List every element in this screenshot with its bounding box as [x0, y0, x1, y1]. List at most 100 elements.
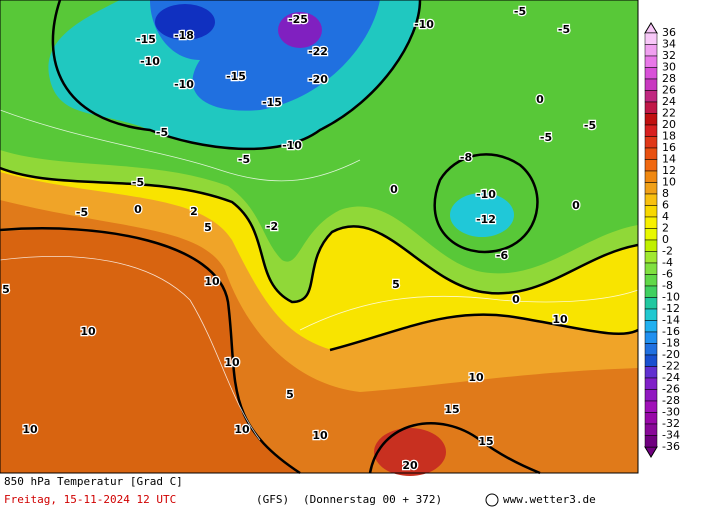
map-title: 850 hPa Temperatur [Grad C] [4, 475, 183, 488]
scale-label: 34 [662, 38, 676, 51]
contour-label: 10 [234, 423, 250, 436]
contour-label: -18 [174, 29, 194, 42]
scale-label: 16 [662, 141, 676, 154]
scale-swatch [644, 170, 658, 183]
scale-label: -10 [662, 291, 680, 304]
scale-label: 10 [662, 176, 676, 189]
contour-label: -10 [174, 78, 194, 91]
contour-label: -15 [136, 33, 156, 46]
scale-swatch [644, 239, 658, 252]
scale-label: 28 [662, 72, 676, 85]
credit: www.wetter3.de [503, 493, 596, 506]
scale-label: -30 [662, 406, 680, 419]
run: (Donnerstag 00 + 372) [303, 493, 442, 506]
contour-label: 0 [512, 293, 520, 306]
scale-label: -20 [662, 348, 680, 361]
contour-label: -5 [558, 23, 570, 36]
scale-label: -32 [662, 417, 680, 430]
scale-swatch [644, 251, 658, 264]
contour-label: -5 [584, 119, 596, 132]
scale-label: 0 [662, 233, 669, 246]
scale-swatch [644, 285, 658, 298]
scale-label: 32 [662, 49, 676, 62]
scale-swatch [644, 320, 658, 333]
contour-label: 0 [536, 93, 544, 106]
contour-label: 10 [204, 275, 220, 288]
contour-label: -20 [308, 73, 328, 86]
contour-label: -10 [282, 139, 302, 152]
scale-swatch [644, 435, 658, 448]
scale-swatch [644, 205, 658, 218]
scale-label: 20 [662, 118, 676, 131]
scale-label: 36 [662, 26, 676, 39]
scale-swatch [644, 331, 658, 344]
scale-swatch [644, 228, 658, 241]
scale-label: 8 [662, 187, 669, 200]
contour-labels: -15 -18-25-22-20-15-10-10-15-10-5-5-50-55… [1, 4, 597, 474]
contour-label: -5 [132, 176, 144, 189]
scale-label: -34 [662, 429, 680, 442]
contour-label: -8 [460, 151, 472, 164]
scale-label: 12 [662, 164, 676, 177]
scale-swatch [644, 343, 658, 356]
contour-label: 15 [478, 435, 493, 448]
scale-swatch [644, 90, 658, 103]
scale-swatch [644, 193, 658, 206]
scale-swatch [644, 412, 658, 425]
scale-swatch [644, 44, 658, 57]
contour-label: -22 [308, 45, 328, 58]
scale-swatch [644, 159, 658, 172]
scale-swatch [644, 101, 658, 114]
scale-label: 24 [662, 95, 676, 108]
model: (GFS) [256, 493, 289, 506]
contour-label: 10 [22, 423, 38, 436]
scale-swatch [644, 354, 658, 367]
scale-label: -24 [662, 371, 680, 384]
scale-label: 18 [662, 130, 676, 143]
scale-label: -22 [662, 360, 680, 373]
scale-label: -26 [662, 383, 680, 396]
date: Freitag, 15-11-2024 12 UTC [4, 493, 176, 506]
color-scale: 363432302826242220181614121086420-2-4-6-… [644, 22, 680, 458]
contour-label: 2 [190, 205, 198, 218]
scale-swatch [644, 308, 658, 321]
contour-label: -5 [514, 5, 526, 18]
scale-label: -8 [662, 279, 673, 292]
contour-label: 10 [80, 325, 96, 338]
contour-label: -10 [414, 18, 434, 31]
contour-label: 20 [402, 459, 418, 472]
contour-label: 15 [444, 403, 459, 416]
contour-label: 0 [572, 199, 580, 212]
scale-swatch [644, 216, 658, 229]
scale-label: 6 [662, 199, 669, 212]
scale-swatch [644, 400, 658, 413]
contour-label: 5 [286, 388, 294, 401]
scale-label: -14 [662, 314, 680, 327]
scale-swatch [644, 78, 658, 91]
scale-swatch [644, 136, 658, 149]
scale-label: -12 [662, 302, 680, 315]
scale-swatch [644, 147, 658, 160]
scale-swatch [644, 55, 658, 68]
scale-swatch [644, 182, 658, 195]
scale-label: -6 [662, 268, 673, 281]
scale-swatch [644, 423, 658, 436]
scale-label: 4 [662, 210, 669, 223]
contour-label: -10 [476, 188, 496, 201]
contour-label: -5 [540, 131, 552, 144]
copyright-icon [485, 493, 499, 507]
contour-label: 5 [392, 278, 400, 291]
contour-label: 10 [312, 429, 328, 442]
scale-label: -18 [662, 337, 680, 350]
contour-label: 5 [204, 221, 212, 234]
scale-arrow-top [644, 22, 658, 34]
contour-label: 0 [390, 183, 398, 196]
scale-label: 30 [662, 61, 676, 74]
scale-swatch [644, 297, 658, 310]
contour-label: 5 [2, 283, 10, 296]
scale-label: -16 [662, 325, 680, 338]
contour-label: -15 [226, 70, 246, 83]
scale-swatch [644, 274, 658, 287]
contour-label: -5 [156, 126, 168, 139]
